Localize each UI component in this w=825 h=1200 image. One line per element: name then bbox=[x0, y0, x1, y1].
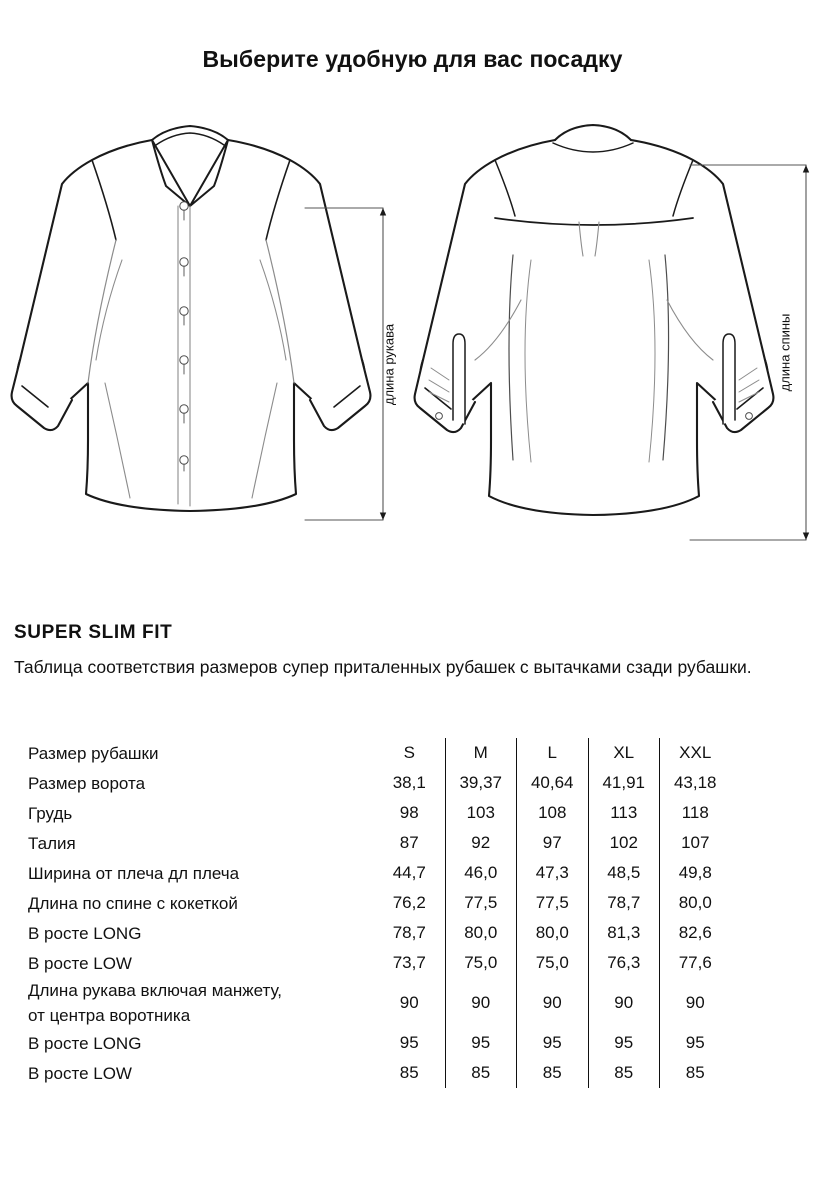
table-cell: 85 bbox=[399, 1063, 419, 1082]
table-cell: 113 bbox=[587, 798, 660, 828]
fit-description: Таблица соответствия размеров супер прит… bbox=[14, 657, 752, 677]
table-cell: 77,6 bbox=[659, 948, 731, 978]
column-header-XXL: XXL bbox=[659, 738, 731, 768]
table-cell: 90 bbox=[399, 993, 419, 1012]
row-label: В росте LOW bbox=[28, 953, 132, 973]
table-cell: 90 bbox=[587, 978, 660, 1028]
table-cell: 97 bbox=[516, 828, 588, 858]
table-cell: 85 bbox=[516, 1058, 588, 1088]
back-length-label: длина спины bbox=[777, 313, 793, 392]
table-cell: 76,2 bbox=[392, 893, 426, 912]
table-row: В росте LOW 73,7 75,0 75,0 76,3 77,6 bbox=[14, 948, 731, 978]
table-row: Талия 87 92 97 102 107 bbox=[14, 828, 731, 858]
row-label: В росте LOW bbox=[28, 1063, 132, 1083]
column-header-M: M bbox=[444, 738, 517, 768]
table-row: Грудь 98 103 108 113 118 bbox=[14, 798, 731, 828]
table-row: Длина рукава включая манжету, от центра в… bbox=[14, 978, 731, 1028]
table-cell: 118 bbox=[659, 798, 731, 828]
table-cell: 98 bbox=[399, 803, 419, 822]
back-shirt-technical-drawing bbox=[413, 123, 775, 517]
table-cell: 95 bbox=[444, 1028, 517, 1058]
table-cell: 95 bbox=[516, 1028, 588, 1058]
table-cell: 107 bbox=[659, 828, 731, 858]
table-cell: 75,0 bbox=[516, 948, 588, 978]
table-cell: 95 bbox=[659, 1028, 731, 1058]
table-cell: 95 bbox=[399, 1033, 419, 1052]
table-row: В росте LOW 85 85 85 85 85 bbox=[14, 1058, 731, 1088]
table-cell: 78,7 bbox=[587, 888, 660, 918]
row-label: В росте LONG bbox=[28, 1033, 142, 1053]
back-length-dimension bbox=[689, 164, 807, 541]
table-cell: 80,0 bbox=[444, 918, 517, 948]
table-cell: 40,64 bbox=[516, 768, 588, 798]
table-cell: 87 bbox=[399, 833, 419, 852]
table-cell: 95 bbox=[587, 1028, 660, 1058]
table-cell: 75,0 bbox=[444, 948, 517, 978]
table-cell: 48,5 bbox=[587, 858, 660, 888]
shirt-illustrations: длина рукава длина спины bbox=[0, 110, 825, 570]
table-cell: 44,7 bbox=[392, 863, 426, 882]
table-cell: 46,0 bbox=[444, 858, 517, 888]
row-label: В росте LONG bbox=[28, 923, 142, 943]
page-title: Выберите удобную для вас посадку bbox=[202, 46, 623, 72]
table-cell: 38,1 bbox=[392, 773, 426, 792]
table-cell: 49,8 bbox=[659, 858, 731, 888]
table-cell: 77,5 bbox=[444, 888, 517, 918]
table-cell: 90 bbox=[659, 978, 731, 1028]
table-cell: 80,0 bbox=[659, 888, 731, 918]
table-row: Размер рубашки S M L XL XXL bbox=[14, 738, 731, 768]
sleeve-length-label: длина рукава bbox=[381, 323, 397, 406]
table-cell: 82,6 bbox=[659, 918, 731, 948]
table-cell: 103 bbox=[444, 798, 517, 828]
table-row: В росте LONG 78,7 80,0 80,0 81,3 82,6 bbox=[14, 918, 731, 948]
table-cell: 43,18 bbox=[659, 768, 731, 798]
row-label: Талия bbox=[28, 833, 76, 853]
table-cell: 80,0 bbox=[516, 918, 588, 948]
fit-name-heading: SUPER SLIM FIT bbox=[14, 622, 173, 643]
table-row: Длина по спине с кокеткой 76,2 77,5 77,5 78,… bbox=[14, 888, 731, 918]
table-cell: 39,37 bbox=[444, 768, 517, 798]
row-label-line2: от центра воротника bbox=[28, 1006, 191, 1025]
table-row: Размер ворота 38,1 39,37 40,64 41,91 43,18 bbox=[14, 768, 731, 798]
column-header-S: S bbox=[403, 743, 415, 762]
table-cell: 102 bbox=[587, 828, 660, 858]
row-label: Размер рубашки bbox=[28, 743, 159, 763]
row-label: Ширина от плеча дл плеча bbox=[28, 863, 240, 883]
table-cell: 108 bbox=[516, 798, 588, 828]
table-cell: 85 bbox=[587, 1058, 660, 1088]
table-cell: 85 bbox=[659, 1058, 731, 1088]
sleeve-length-dimension bbox=[304, 207, 384, 521]
table-cell: 73,7 bbox=[392, 953, 426, 972]
column-header-L: L bbox=[516, 738, 588, 768]
table-cell: 78,7 bbox=[392, 923, 426, 942]
table-row: В росте LONG 95 95 95 95 95 bbox=[14, 1028, 731, 1058]
row-label: Размер ворота bbox=[28, 773, 146, 793]
shirt-diagrams-svg bbox=[10, 123, 810, 541]
table-cell: 85 bbox=[444, 1058, 517, 1088]
size-table: Размер рубашки S M L XL XXL Размер ворота 38,1 3… bbox=[14, 738, 731, 1088]
table-row: Ширина от плеча дл плеча 44,7 46,0 47,3 48,5… bbox=[14, 858, 731, 888]
size-table-container: Размер рубашки S M L XL XXL Размер ворота 38,1 3… bbox=[0, 738, 825, 1098]
table-cell: 47,3 bbox=[516, 858, 588, 888]
front-shirt-technical-drawing bbox=[10, 125, 372, 513]
row-label: Длина по спине с кокеткой bbox=[28, 893, 238, 913]
table-cell: 81,3 bbox=[587, 918, 660, 948]
table-cell: 76,3 bbox=[587, 948, 660, 978]
row-label: Грудь bbox=[28, 803, 73, 823]
table-cell: 92 bbox=[444, 828, 517, 858]
table-cell: 90 bbox=[516, 978, 588, 1028]
row-label: Длина рукава включая манжету, от центра в… bbox=[28, 981, 283, 1025]
table-cell: 77,5 bbox=[516, 888, 588, 918]
column-header-XL: XL bbox=[587, 738, 660, 768]
table-cell: 41,91 bbox=[587, 768, 660, 798]
table-cell: 90 bbox=[444, 978, 517, 1028]
